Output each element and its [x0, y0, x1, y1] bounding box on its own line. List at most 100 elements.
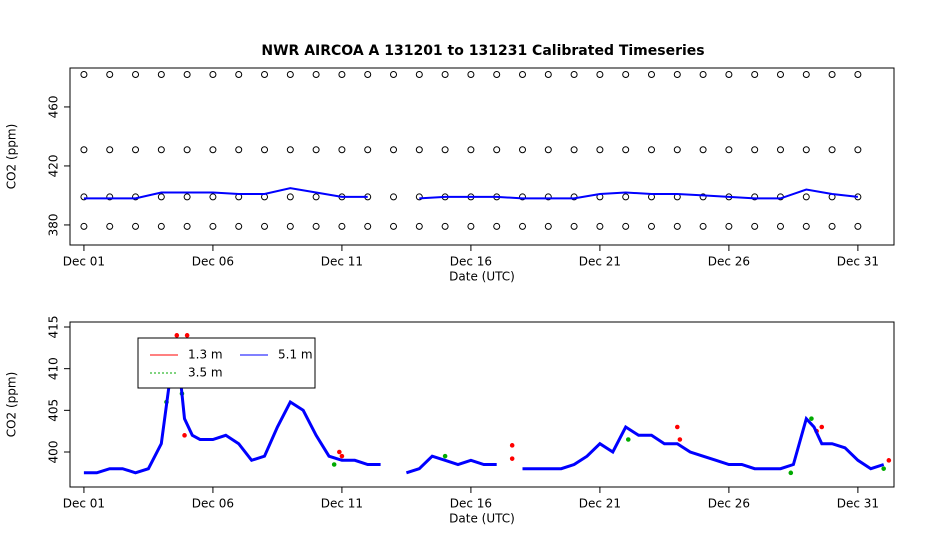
y-axis-label: CO2 (ppm): [5, 124, 19, 190]
chart-title: NWR AIRCOA A 131201 to 131231 Calibrated…: [261, 43, 704, 59]
standard-point: [622, 146, 630, 154]
standard-point: [286, 70, 294, 78]
standard-point: [157, 70, 165, 78]
standard-point: [183, 70, 191, 78]
standard-point: [209, 222, 217, 230]
standard-point: [751, 146, 759, 154]
standard-point: [441, 222, 449, 230]
standard-point: [467, 146, 475, 154]
data-point: [625, 437, 631, 442]
data-point: [788, 470, 794, 476]
standard-point: [415, 222, 423, 230]
standard-point: [622, 193, 630, 201]
standard-point: [364, 222, 372, 230]
series-line: [83, 187, 859, 200]
standard-point: [80, 146, 88, 154]
data-point: [184, 333, 190, 338]
standard-point: [132, 222, 140, 230]
standard-point: [235, 70, 243, 78]
standard-point: [312, 193, 320, 201]
plot-frame: [69, 67, 895, 246]
standard-point: [828, 222, 836, 230]
standard-point: [519, 222, 527, 230]
standard-point: [157, 222, 165, 230]
standard-point: [338, 70, 346, 78]
standard-point: [261, 70, 269, 78]
standard-point: [802, 222, 810, 230]
y-tick-label: 380: [47, 213, 61, 236]
standard-point: [596, 70, 604, 78]
standard-point: [570, 70, 578, 78]
x-tick-label: Dec 16: [450, 255, 492, 269]
standard-point: [751, 193, 759, 201]
data-point: [509, 443, 515, 448]
data-point: [174, 333, 180, 338]
standard-point: [364, 70, 372, 78]
standard-point: [673, 146, 681, 154]
x-tick-label: Dec 26: [708, 497, 750, 511]
standard-point: [776, 70, 784, 78]
standard-point: [544, 146, 552, 154]
standard-point: [261, 222, 269, 230]
data-point: [509, 456, 515, 461]
standard-point: [519, 146, 527, 154]
standard-point: [596, 222, 604, 230]
standard-point: [544, 193, 552, 201]
x-tick-label: Dec 16: [450, 497, 492, 511]
standard-point: [725, 146, 733, 154]
standard-point: [673, 70, 681, 78]
standard-point: [519, 70, 527, 78]
x-tick-label: Dec 11: [321, 497, 363, 511]
legend-label: 1.3 m: [188, 348, 223, 362]
standard-point: [699, 222, 707, 230]
standard-point: [209, 193, 217, 201]
standard-point: [157, 146, 165, 154]
legend-box: [137, 337, 316, 389]
standard-point: [132, 146, 140, 154]
standard-point: [390, 146, 398, 154]
standard-point: [415, 146, 423, 154]
standard-point: [183, 222, 191, 230]
standard-point: [467, 222, 475, 230]
standard-point: [519, 193, 527, 201]
data-point: [677, 437, 683, 442]
standard-point: [338, 146, 346, 154]
standard-point: [647, 222, 655, 230]
standard-point: [157, 193, 165, 201]
data-point: [442, 453, 448, 459]
x-tick-label: Dec 26: [708, 255, 750, 269]
x-tick-label: Dec 21: [579, 255, 621, 269]
legend-label: 5.1 m: [278, 348, 313, 362]
data-point: [819, 424, 825, 430]
y-tick-label: 415: [47, 316, 61, 339]
x-tick-label: Dec 06: [192, 497, 234, 511]
standard-point: [106, 146, 114, 154]
standard-point: [596, 146, 604, 154]
standard-point: [622, 222, 630, 230]
y-tick-label: 410: [47, 357, 61, 380]
x-tick-label: Dec 11: [321, 255, 363, 269]
standard-point: [106, 193, 114, 201]
standard-point: [80, 193, 88, 201]
standard-point: [570, 146, 578, 154]
standard-point: [647, 146, 655, 154]
x-tick-label: Dec 31: [837, 255, 879, 269]
standard-point: [828, 146, 836, 154]
standard-point: [415, 70, 423, 78]
standard-point: [673, 222, 681, 230]
data-point: [674, 424, 680, 430]
x-tick-label: Dec 21: [579, 497, 621, 511]
standard-point: [80, 70, 88, 78]
standard-point: [699, 193, 707, 201]
standard-point: [106, 70, 114, 78]
data-point: [331, 462, 337, 467]
standard-point: [286, 193, 294, 201]
standard-point: [209, 146, 217, 154]
standard-point: [390, 193, 398, 201]
standard-point: [854, 70, 862, 78]
standard-point: [261, 146, 269, 154]
y-axis-label: CO2 (ppm): [5, 372, 19, 438]
standard-point: [132, 70, 140, 78]
standard-point: [235, 146, 243, 154]
data-point: [881, 466, 886, 471]
